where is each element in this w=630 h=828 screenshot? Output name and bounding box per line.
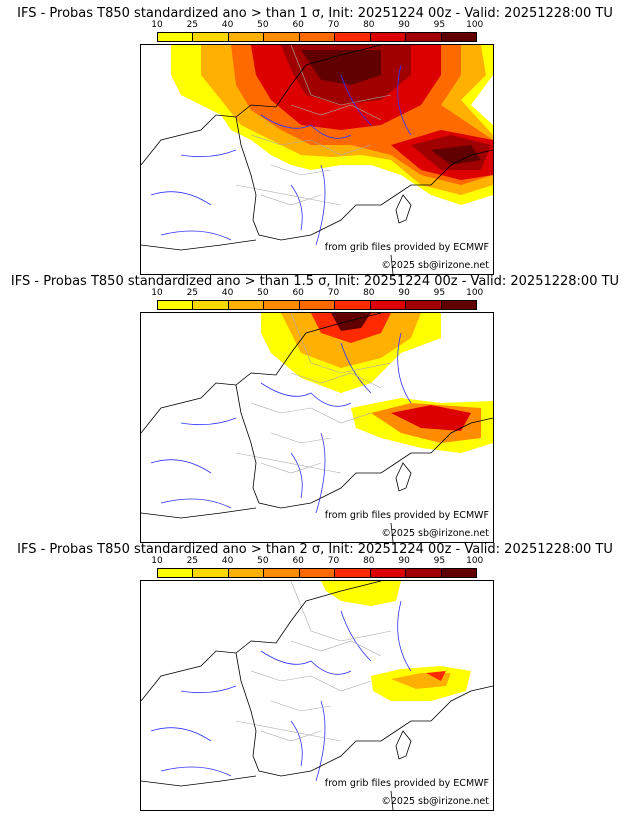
colorbar-segment — [158, 301, 194, 309]
probability-area — [426, 671, 446, 681]
probability-map: from grib files provided by ECMWF ©2025 … — [140, 580, 494, 811]
colorbar-segment — [264, 301, 300, 309]
colorbar-segment — [370, 569, 407, 577]
source-credit: from grib files provided by ECMWF — [324, 510, 489, 521]
colorbar-tick: 70 — [327, 556, 340, 566]
colorbar-segment — [228, 301, 265, 309]
colorbar-tick: 95 — [433, 20, 446, 30]
colorbar-ticks: 10 25 40 50 60 70 80 90 95 100 — [151, 288, 483, 299]
admin-borders — [235, 45, 392, 206]
colorbar-tick: 95 — [433, 556, 446, 566]
panel-title: IFS - Probas T850 standardized ano > tha… — [10, 274, 620, 289]
map-graphic — [141, 581, 493, 810]
probability-area — [431, 145, 481, 165]
colorbar-tick: 90 — [398, 20, 410, 30]
colorbar-tick: 70 — [327, 288, 340, 298]
colorbar-tick: 80 — [363, 20, 375, 30]
probability-area — [301, 50, 381, 85]
admin-borders — [235, 581, 392, 742]
probability-area — [331, 313, 371, 331]
coastline — [141, 45, 493, 274]
map-graphic — [141, 45, 493, 274]
colorbar — [157, 32, 477, 42]
colorbar-segment — [370, 301, 407, 309]
colorbar-tick: 25 — [186, 288, 199, 298]
panel-title: IFS - Probas T850 standardized ano > tha… — [17, 542, 613, 557]
colorbar-tick: 90 — [398, 288, 410, 298]
source-credit: from grib files provided by ECMWF — [324, 778, 489, 789]
copyright-credit: ©2025 sb@irizone.net — [381, 796, 489, 807]
colorbar-segment — [441, 301, 476, 309]
colorbar-tick: 25 — [186, 20, 199, 30]
probability-map: from grib files provided by ECMWF ©2025 … — [140, 44, 494, 275]
colorbar-tick: 60 — [292, 556, 304, 566]
colorbar-tick: 70 — [327, 20, 340, 30]
colorbar-tick: 50 — [257, 556, 269, 566]
colorbar-tick: 60 — [292, 20, 304, 30]
colorbar-segment — [193, 569, 229, 577]
panel-title: IFS - Probas T850 standardized ano > tha… — [17, 6, 613, 21]
colorbar-segment — [264, 569, 300, 577]
colorbar-tick: 100 — [466, 288, 484, 298]
colorbar-segment — [441, 33, 476, 41]
coastline — [141, 581, 493, 810]
colorbar-tick: 10 — [151, 20, 163, 30]
forecast-panel: IFS - Probas T850 standardized ano > tha… — [0, 6, 630, 275]
coastline — [141, 313, 493, 542]
colorbar-tick: 100 — [466, 20, 484, 30]
colorbar-segment — [335, 33, 371, 41]
colorbar-segment — [228, 33, 265, 41]
colorbar-segment — [406, 301, 442, 309]
colorbar-tick: 95 — [433, 288, 446, 298]
colorbar-tick: 10 — [151, 556, 163, 566]
colorbar-tick: 50 — [257, 20, 269, 30]
colorbar-segment — [335, 569, 371, 577]
colorbar-segment — [335, 301, 371, 309]
colorbar-segment — [370, 33, 407, 41]
copyright-credit: ©2025 sb@irizone.net — [381, 528, 489, 539]
admin-borders — [235, 313, 392, 474]
colorbar-ticks: 10 25 40 50 60 70 80 90 95 100 — [151, 20, 483, 31]
colorbar-ticks: 10 25 40 50 60 70 80 90 95 100 — [151, 556, 483, 567]
colorbar-tick: 50 — [257, 288, 269, 298]
colorbar-segment — [406, 569, 442, 577]
map-graphic — [141, 313, 493, 542]
forecast-panel: IFS - Probas T850 standardized ano > tha… — [0, 542, 630, 811]
colorbar-tick: 10 — [151, 288, 163, 298]
source-credit: from grib files provided by ECMWF — [324, 242, 489, 253]
colorbar-segment — [299, 569, 336, 577]
colorbar-tick: 100 — [466, 556, 484, 566]
colorbar-segment — [299, 33, 336, 41]
colorbar-segment — [158, 569, 194, 577]
colorbar-tick: 40 — [221, 556, 234, 566]
colorbar-segment — [193, 33, 229, 41]
colorbar-tick: 25 — [186, 556, 199, 566]
copyright-credit: ©2025 sb@irizone.net — [381, 260, 489, 271]
colorbar — [157, 568, 477, 578]
rivers — [150, 600, 412, 782]
forecast-panel: IFS - Probas T850 standardized ano > tha… — [0, 274, 630, 543]
colorbar-tick: 80 — [363, 288, 375, 298]
colorbar-segment — [264, 33, 300, 41]
colorbar — [157, 300, 477, 310]
colorbar-tick: 80 — [363, 556, 375, 566]
probability-map: from grib files provided by ECMWF ©2025 … — [140, 312, 494, 543]
colorbar-tick: 40 — [221, 20, 234, 30]
colorbar-segment — [299, 301, 336, 309]
colorbar-tick: 40 — [221, 288, 234, 298]
colorbar-segment — [228, 569, 265, 577]
colorbar-segment — [441, 569, 476, 577]
colorbar-tick: 90 — [398, 556, 410, 566]
colorbar-segment — [406, 33, 442, 41]
colorbar-segment — [193, 301, 229, 309]
probability-area — [391, 405, 471, 431]
colorbar-tick: 60 — [292, 288, 304, 298]
probability-area — [321, 581, 401, 606]
colorbar-segment — [158, 33, 194, 41]
